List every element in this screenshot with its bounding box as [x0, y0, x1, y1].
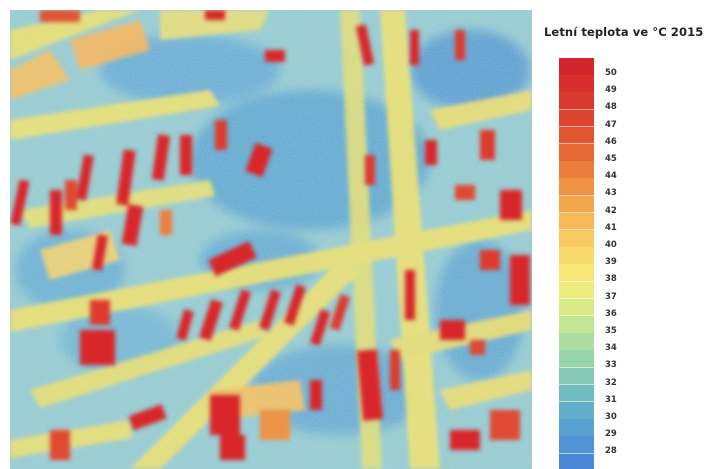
legend-swatch-35 [559, 316, 594, 334]
legend-swatch-49 [559, 75, 594, 93]
legend-swatch-44 [559, 161, 594, 179]
legend-swatch-32 [559, 367, 594, 386]
temperature-legend-bar [559, 58, 594, 469]
legend-label-45: 45 [605, 154, 617, 164]
legend-label-47: 47 [605, 119, 617, 130]
thermal-map [10, 10, 532, 469]
legend-label-49: 49 [605, 85, 617, 96]
legend-label-28: 28 [605, 446, 617, 457]
legend-swatch-34 [559, 333, 594, 351]
legend-swatch-47 [559, 109, 594, 128]
legend-label-38: 38 [605, 274, 617, 285]
legend-swatch-48 [559, 92, 594, 111]
legend-swatch-46 [559, 126, 594, 145]
legend-swatch-39 [559, 247, 594, 265]
legend-label-30: 30 [605, 412, 617, 422]
legend-label-36: 36 [605, 308, 617, 319]
legend-label-41: 41 [605, 222, 617, 233]
legend-swatch-41 [559, 212, 594, 231]
legend-swatch-37 [559, 281, 594, 300]
legend-label-37: 37 [605, 291, 617, 302]
legend-swatch-27 [559, 453, 594, 469]
legend-swatch-36 [559, 298, 594, 317]
legend-label-46: 46 [605, 136, 617, 147]
legend-label-35: 35 [605, 326, 617, 336]
legend-swatch-31 [559, 384, 594, 403]
legend-swatch-33 [559, 350, 594, 369]
legend-swatch-40 [559, 230, 594, 248]
legend-swatch-28 [559, 436, 594, 455]
legend-label-39: 39 [605, 257, 617, 268]
legend-label-31: 31 [605, 394, 617, 405]
legend-label-33: 33 [605, 360, 617, 371]
hot-buildings [10, 10, 530, 460]
legend-label-40: 40 [605, 240, 617, 250]
legend-swatch-42 [559, 195, 594, 214]
legend-label-44: 44 [605, 171, 617, 182]
legend-label-34: 34 [605, 343, 617, 354]
legend-swatch-45 [559, 144, 594, 162]
legend-label-43: 43 [605, 188, 617, 199]
legend-label-42: 42 [605, 205, 617, 216]
legend-swatch-30 [559, 402, 594, 420]
legend-swatch-38 [559, 264, 594, 283]
legend-label-29: 29 [605, 429, 617, 440]
legend-label-32: 32 [605, 377, 617, 388]
legend-swatch-29 [559, 419, 594, 437]
legend-title: Letní teplota ve °C 2015 [544, 25, 704, 39]
legend-swatch-43 [559, 178, 594, 197]
legend-label-48: 48 [605, 102, 617, 113]
legend-swatch-50 [559, 58, 594, 76]
legend-label-50: 50 [605, 68, 617, 78]
